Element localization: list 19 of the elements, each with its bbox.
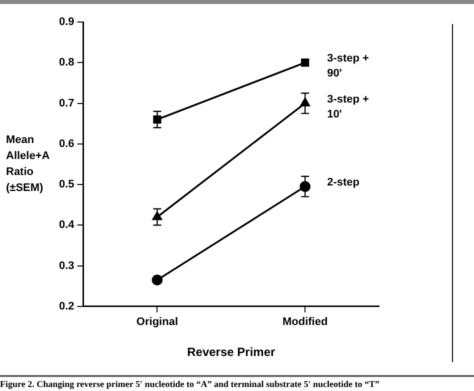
series-label: 3-step + 90' [327, 52, 369, 80]
series-label: 2-step [327, 176, 360, 189]
y-tick-label: 0.6 [58, 138, 74, 150]
x-tick-label: Modified [282, 316, 328, 328]
point [300, 58, 310, 67]
y-axis-title: Mean Allele+A Ratio (±SEM) [6, 134, 50, 194]
y-tick-label: 0.7 [58, 97, 74, 110]
point [300, 181, 310, 192]
y-tick-label: 0.5 [58, 178, 74, 191]
y-tick-label: 0.8 [58, 56, 74, 69]
series-label: 3-step + 10' [327, 93, 369, 120]
x-axis-title: Reverse Primer [187, 345, 276, 360]
x-tick-label: Original [136, 316, 178, 328]
caption: Figure 2. Changing reverse primer 5′ nucleotide to “A” and terminal substrate 5′ nucleotide to “T” [0, 379, 381, 389]
y-tick-label: 0.3 [58, 260, 74, 272]
y-tick-label: 0.4 [58, 219, 76, 232]
y-tick-label: 0.9 [58, 16, 74, 28]
y-tick-label: 0.2 [58, 300, 74, 312]
point [152, 274, 163, 286]
